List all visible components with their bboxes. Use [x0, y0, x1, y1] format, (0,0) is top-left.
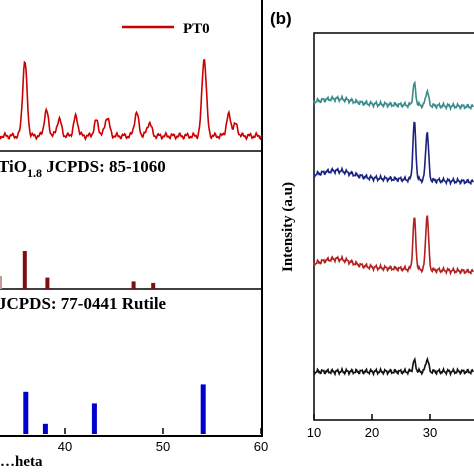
panel-b-frame	[313, 32, 474, 421]
tio18-stick-4	[151, 282, 156, 289]
tio18-stick-1	[22, 251, 27, 289]
panel-b-series-4	[313, 356, 474, 377]
tio18-stick-2	[45, 277, 50, 289]
reference-label-tio18: TiO1.8 JCPDS: 85-1060	[0, 157, 166, 180]
panel-b-tick-label-30: 30	[423, 425, 437, 440]
reference-sticks-rutile	[23, 384, 206, 434]
panel-b-series-2	[313, 121, 474, 187]
reference-sticks-tio18	[0, 251, 156, 289]
panel-b-series-3	[313, 215, 474, 276]
panel-b-tick-label-20: 20	[365, 425, 379, 440]
panel-a-x-ticks: 40 50 60	[58, 428, 268, 454]
ref-label-part-3: JCPDS: 85-1060	[42, 157, 166, 176]
panel-b-tick-label-10: 10	[307, 425, 321, 440]
panel-b-series	[313, 80, 474, 377]
panel-a-tick-label-40: 40	[58, 439, 72, 454]
series-line-pt0	[0, 58, 263, 141]
panel-b-series-1	[313, 80, 474, 112]
legend-label-pt0: PT0	[183, 21, 210, 37]
panel-a: PT0 TiO1.8 JCPDS: 85-1060 JCPDS: 77-0441…	[0, 0, 268, 470]
panel-b: (b) Intensity (a.u) 10 20 30	[270, 9, 474, 440]
tio18-stick-3	[131, 281, 136, 289]
reference-label-rutile: JCPDS: 77-0441 Rutile	[0, 294, 167, 313]
rutile-stick-4	[200, 384, 206, 434]
rutile-stick-1	[23, 391, 29, 434]
tio18-edge-stick	[0, 276, 2, 289]
ref-label-part-1: TiO	[0, 157, 27, 176]
panel-a-tick-label-60: 60	[254, 439, 268, 454]
panel-b-y-axis-title: Intensity (a.u)	[280, 182, 296, 272]
panel-b-x-ticks: 10 20 30	[307, 414, 437, 440]
ref-label-subscript: 1.8	[27, 166, 42, 180]
panel-a-tick-label-50: 50	[156, 439, 170, 454]
rutile-stick-2	[42, 423, 48, 434]
panel-a-frame	[0, 0, 263, 437]
panel-b-label: (b)	[270, 9, 292, 28]
rutile-stick-3	[91, 403, 97, 434]
panel-a-x-axis-title: …heta	[0, 454, 43, 470]
